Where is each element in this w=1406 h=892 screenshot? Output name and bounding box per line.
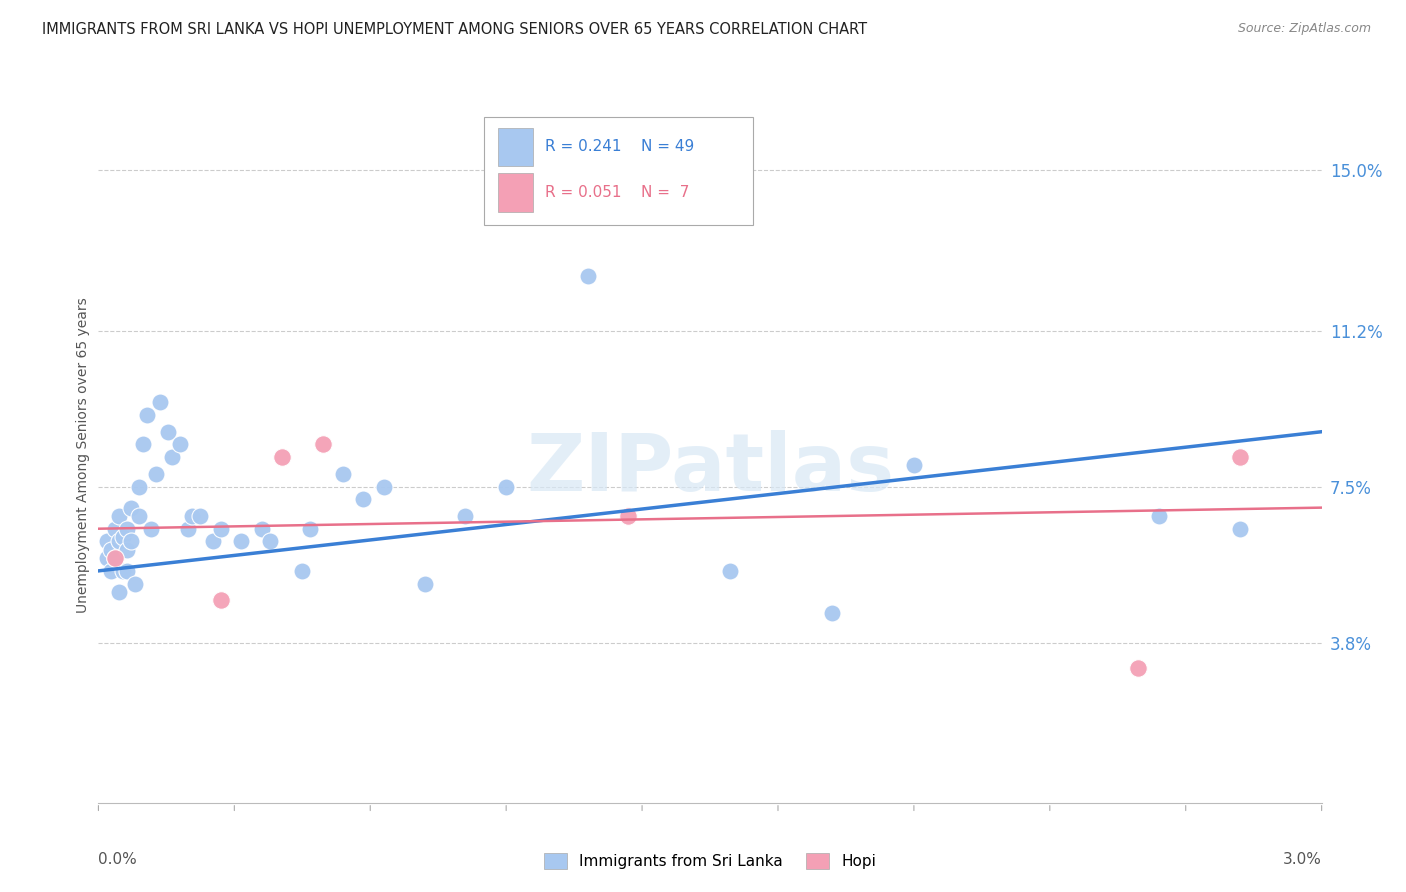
Point xyxy=(1147,509,1170,524)
Point xyxy=(1126,661,1149,675)
FancyBboxPatch shape xyxy=(484,118,752,226)
Point xyxy=(617,509,640,524)
Point xyxy=(108,585,131,599)
Point xyxy=(115,522,138,536)
Point xyxy=(250,522,273,536)
Point xyxy=(111,530,134,544)
Point xyxy=(332,467,354,481)
Point xyxy=(100,542,122,557)
Point xyxy=(104,522,127,536)
Text: 0.0%: 0.0% xyxy=(98,852,138,866)
Point xyxy=(311,437,335,451)
Point xyxy=(576,268,599,283)
Text: Source: ZipAtlas.com: Source: ZipAtlas.com xyxy=(1237,22,1371,36)
Text: R = 0.051    N =  7: R = 0.051 N = 7 xyxy=(546,186,689,200)
Bar xyxy=(498,173,533,211)
Point xyxy=(1229,522,1251,536)
Point xyxy=(96,534,118,549)
Point xyxy=(120,500,142,515)
Point xyxy=(188,509,212,524)
Point xyxy=(495,479,517,493)
Point xyxy=(160,450,183,464)
Text: IMMIGRANTS FROM SRI LANKA VS HOPI UNEMPLOYMENT AMONG SENIORS OVER 65 YEARS CORRE: IMMIGRANTS FROM SRI LANKA VS HOPI UNEMPL… xyxy=(42,22,868,37)
Point xyxy=(352,492,374,507)
Text: R = 0.241    N = 49: R = 0.241 N = 49 xyxy=(546,139,695,154)
Point xyxy=(718,564,742,578)
Bar xyxy=(498,128,533,166)
Point xyxy=(115,564,138,578)
Point xyxy=(136,408,159,422)
Point xyxy=(149,395,172,409)
Point xyxy=(128,479,150,493)
Point xyxy=(104,551,127,566)
Point xyxy=(177,522,200,536)
Point xyxy=(299,522,322,536)
Point xyxy=(209,522,232,536)
Point xyxy=(104,551,127,566)
Point xyxy=(201,534,224,549)
Point xyxy=(132,437,155,451)
Point xyxy=(413,576,436,591)
Point xyxy=(96,551,118,566)
Point xyxy=(141,522,163,536)
Point xyxy=(259,534,281,549)
Point xyxy=(169,437,191,451)
Point xyxy=(115,542,138,557)
Point xyxy=(120,534,142,549)
Point xyxy=(373,479,395,493)
Point xyxy=(145,467,167,481)
Legend: Immigrants from Sri Lanka, Hopi: Immigrants from Sri Lanka, Hopi xyxy=(538,847,882,875)
Y-axis label: Unemployment Among Seniors over 65 years: Unemployment Among Seniors over 65 years xyxy=(76,297,90,613)
Point xyxy=(1229,450,1251,464)
Point xyxy=(111,564,134,578)
Point xyxy=(108,509,131,524)
Text: ZIPatlas: ZIPatlas xyxy=(526,430,894,508)
Point xyxy=(291,564,314,578)
Point xyxy=(454,509,477,524)
Point xyxy=(181,509,204,524)
Point xyxy=(229,534,253,549)
Point xyxy=(108,534,131,549)
Point xyxy=(270,450,292,464)
Text: 3.0%: 3.0% xyxy=(1282,852,1322,866)
Point xyxy=(209,593,232,607)
Point xyxy=(100,564,122,578)
Point xyxy=(156,425,179,439)
Point xyxy=(124,576,146,591)
Point xyxy=(903,458,925,473)
Point xyxy=(128,509,150,524)
Point xyxy=(821,606,844,620)
